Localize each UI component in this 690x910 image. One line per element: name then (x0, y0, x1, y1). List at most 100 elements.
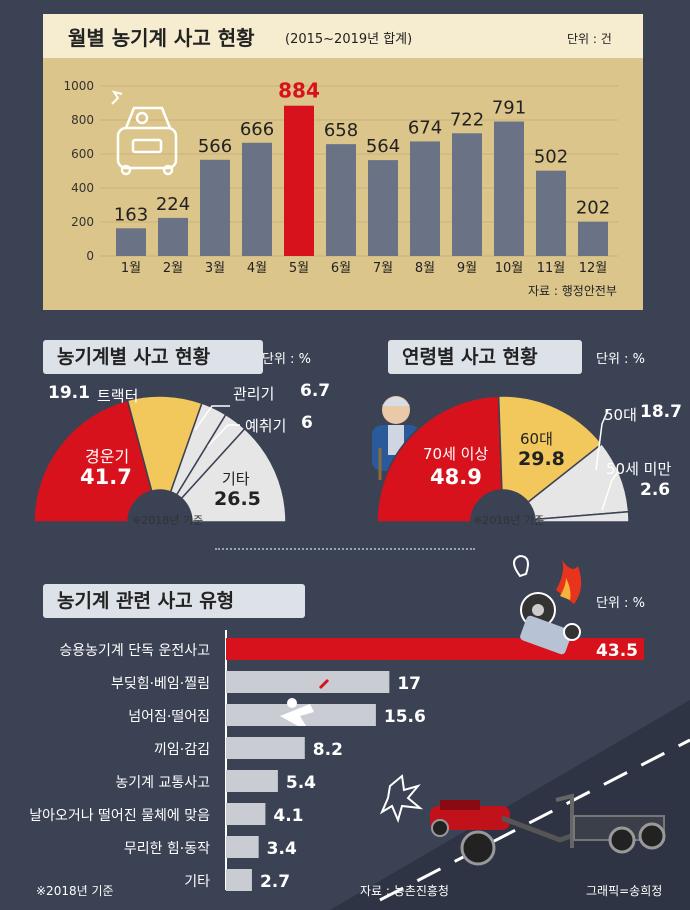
type-value-label: 8.2 (313, 740, 343, 760)
bar-value-label: 791 (492, 98, 526, 119)
type-value-label: 4.1 (273, 806, 303, 826)
type-bar-7 (226, 869, 252, 891)
type-value-label: 5.4 (286, 773, 316, 793)
falling-person-icon (280, 678, 330, 726)
type-value-label: 43.5 (596, 641, 638, 661)
overturned-tractor-icon (513, 554, 582, 655)
bar-10월 (494, 121, 524, 256)
bar-12월 (578, 221, 608, 256)
cultivator-label: 관리기 (233, 385, 275, 403)
x-tick-label: 11월 (537, 261, 566, 276)
bar-2월 (158, 217, 188, 256)
road-shape (330, 700, 690, 910)
type-value-label: 15.6 (384, 707, 426, 727)
x-tick-label: 5월 (289, 261, 309, 276)
type-bar-4 (226, 770, 278, 792)
section-divider (215, 548, 475, 550)
y-tick-label: 0 (86, 249, 94, 263)
slice-0 (376, 395, 503, 523)
type-bar-1 (226, 671, 390, 693)
type-label-3: 끼임·감김 (154, 742, 210, 758)
types-section-title: 농기계 관련 사고 유형 (43, 584, 305, 618)
bar-value-label: 658 (324, 120, 358, 141)
bar-8월 (410, 141, 440, 256)
age-70plus-label: 70세 이상 (423, 445, 489, 463)
age-50s-value: 18.7 (640, 402, 682, 422)
type-bar-0 (226, 638, 644, 660)
type-label-4: 농기계 교통사고 (115, 775, 210, 791)
x-tick-label: 4월 (247, 261, 267, 276)
y-tick-label: 600 (71, 147, 94, 161)
age-note: ※2018년 기준 (473, 514, 545, 527)
reaper-label: 예취기 (245, 417, 287, 435)
car-crash-icon (111, 90, 178, 176)
machine-section-title: 농기계별 사고 현황 (43, 340, 263, 374)
type-value-label: 17 (397, 674, 421, 694)
bar-value-label: 224 (156, 194, 190, 215)
age-50s-label: 50대 (604, 406, 637, 424)
tractor-value: 19.1 (48, 383, 90, 403)
bar-5월 (284, 105, 314, 256)
x-tick-label: 1월 (121, 261, 141, 276)
x-tick-label: 9월 (457, 261, 477, 276)
bar-11월 (536, 170, 566, 256)
bar-value-label: 502 (534, 147, 568, 168)
bar-6월 (326, 144, 356, 256)
bar-value-label: 666 (240, 119, 274, 140)
monthly-source: 자료 : 행정안전부 (528, 284, 617, 298)
monthly-chart: 0 200 400 600 800 1000 1월 2월 3월 4월 5월 6월 7월 8월 9월 10월 1… (63, 79, 618, 276)
age-60s-value: 29.8 (518, 448, 565, 470)
slice-0 (33, 399, 153, 523)
bar-value-label: 566 (198, 136, 232, 157)
types-source: 자료 : 농촌진흥청 (360, 884, 449, 898)
age-chart (372, 395, 630, 523)
x-tick-label: 10월 (495, 261, 524, 276)
x-tick-label: 6월 (331, 261, 351, 276)
type-bar-5 (226, 803, 266, 825)
bar-value-label: 163 (114, 204, 148, 225)
type-label-0: 승용농기계 단독 운전사고 (59, 643, 210, 659)
age-section-title: 연령별 사고 현황 (388, 340, 582, 374)
bar-1월 (116, 228, 146, 256)
y-tick-label: 400 (71, 181, 94, 195)
bar-value-label: 884 (278, 79, 320, 103)
bar-9월 (452, 133, 482, 256)
type-label-7: 기타 (184, 874, 210, 890)
type-label-5: 날아오거나 떨어진 물체에 맞음 (29, 808, 210, 824)
bar-3월 (200, 159, 230, 256)
machine-note: ※2018년 기준 (132, 514, 204, 527)
tiller-value: 41.7 (80, 465, 132, 489)
x-tick-label: 2월 (163, 261, 183, 276)
type-label-1: 부딪힘·베임·찔림 (110, 676, 210, 692)
types-note: ※2018년 기준 (36, 884, 114, 898)
tractor-trailer-icon (379, 774, 666, 866)
machine-other-value: 26.5 (214, 488, 261, 510)
machine-other-label: 기타 (222, 470, 250, 488)
y-tick-label: 1000 (63, 79, 94, 93)
type-value-label: 2.7 (260, 872, 290, 892)
age-60s-label: 60대 (520, 430, 553, 448)
machine-chart (33, 395, 287, 523)
monthly-title: 월별 농기계 사고 현황 (68, 26, 255, 50)
type-bar-6 (226, 836, 259, 858)
monthly-header (43, 14, 643, 58)
slice-4 (180, 427, 287, 523)
age-under50-label: 50세 미만 (606, 460, 672, 478)
bar-7월 (368, 160, 398, 256)
types-unit: 단위 : % (596, 596, 645, 611)
bar-value-label: 564 (366, 136, 400, 157)
y-tick-label: 200 (71, 215, 94, 229)
cultivator-value: 6.7 (300, 381, 331, 401)
type-bar-3 (226, 737, 305, 759)
type-label-2: 넘어짐·떨어짐 (128, 709, 210, 725)
type-value-label: 3.4 (267, 839, 297, 859)
y-tick-label: 800 (71, 113, 94, 127)
types-credit: 그래픽=송희정 (586, 884, 663, 898)
tiller-label: 경운기 (85, 447, 130, 466)
reaper-value: 6 (301, 413, 313, 433)
x-tick-label: 7월 (373, 261, 393, 276)
machine-unit: 단위 : % (262, 352, 311, 367)
slice-1 (497, 395, 603, 504)
age-under50-value: 2.6 (640, 480, 671, 500)
